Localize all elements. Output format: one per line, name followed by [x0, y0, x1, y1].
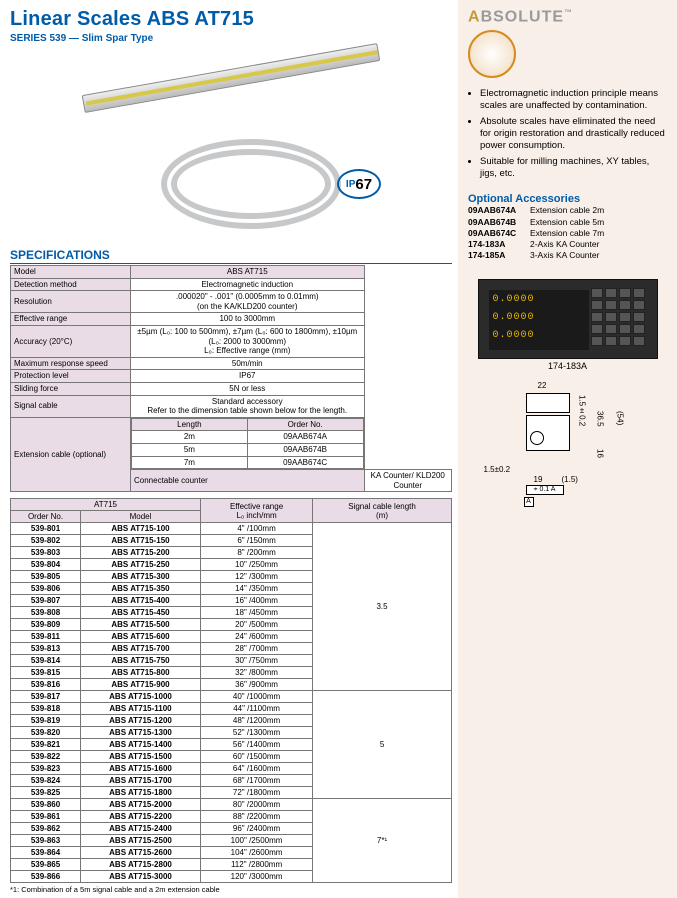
accessory-row: 174-183A2-Axis KA Counter: [468, 239, 667, 250]
specifications-heading: SPECIFICATIONS: [10, 248, 452, 264]
table-row: 539-817ABS AT715-100040" /1000mm5: [11, 691, 452, 703]
absolute-logo: ABSOLUTE™: [468, 8, 667, 26]
page-title: Linear Scales ABS AT715: [10, 8, 452, 31]
ip67-badge: IP67: [337, 169, 381, 199]
accessory-row: 09AAB674AExtension cable 2m: [468, 205, 667, 216]
bullet-item: Absolute scales have eliminated the need…: [480, 116, 667, 152]
models-table: AT715 Effective rangeL₀ inch/mm Signal c…: [10, 498, 452, 883]
bullet-item: Suitable for milling machines, XY tables…: [480, 156, 667, 180]
bullet-item: Electromagnetic induction principle mean…: [480, 88, 667, 112]
hero-image: IP67: [10, 44, 452, 244]
counter-label: 174-183A: [468, 361, 667, 371]
counter-illustration: 0.0000 0.0000 0.0000: [478, 279, 658, 359]
accessory-row: 09AAB674BExtension cable 5m: [468, 217, 667, 228]
medal-icon: [468, 30, 516, 78]
table-row: 539-801ABS AT715-1004" /100mm3.5: [11, 523, 452, 535]
linear-scale-illustration: [82, 43, 381, 113]
page-subtitle: SERIES 539 — Slim Spar Type: [10, 33, 452, 44]
cable-illustration-2: [171, 149, 331, 219]
accessory-row: 174-185A3-Axis KA Counter: [468, 250, 667, 261]
spec-table: ModelABS AT715 Detection methodElectroma…: [10, 265, 452, 492]
dimension-diagram: 22 1.5±0.2 36.5 (54) 16 1.5±0.2 19 (1.5)…: [478, 381, 658, 511]
table-row: 539-860ABS AT715-200080" /2000mm7*¹: [11, 799, 452, 811]
accessory-row: 09AAB674CExtension cable 7m: [468, 228, 667, 239]
footnote: *1: Combination of a 5m signal cable and…: [10, 885, 452, 894]
optional-accessories-heading: Optional Accessories: [468, 193, 667, 205]
feature-bullets: Electromagnetic induction principle mean…: [468, 88, 667, 179]
